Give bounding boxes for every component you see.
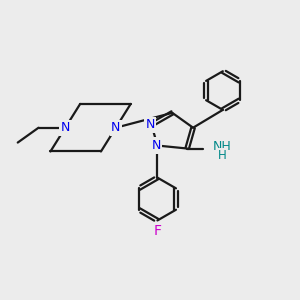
Text: N: N [111,121,121,134]
Text: N: N [61,121,70,134]
Text: NH: NH [212,140,231,153]
Text: H: H [218,149,226,162]
Text: F: F [153,224,161,238]
Text: N: N [151,139,160,152]
Text: N: N [145,118,155,131]
